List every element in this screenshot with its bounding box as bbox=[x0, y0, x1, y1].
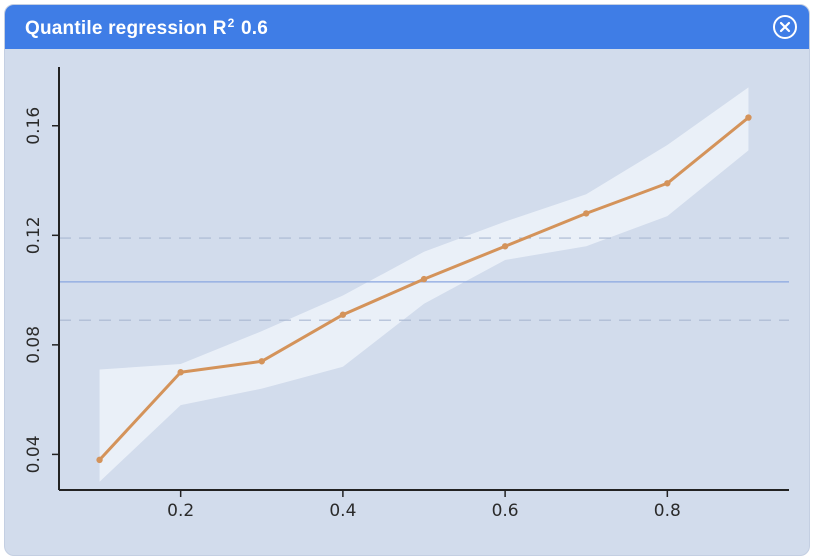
confidence-band bbox=[99, 87, 749, 482]
quantile-regression-dialog: Quantile regression R2 0.6 0.2 0.4 0.6 0.8 0… bbox=[4, 4, 810, 556]
data-point-6 bbox=[583, 210, 590, 217]
close-circle-icon bbox=[779, 21, 791, 33]
data-point-0 bbox=[96, 456, 103, 464]
data-point-1 bbox=[177, 369, 184, 376]
y-tick-label-0: 0.04 bbox=[24, 435, 44, 473]
y-tick-label-1: 0.08 bbox=[24, 326, 44, 364]
quantile-regression-chart: 0.2 0.4 0.6 0.8 0.04 0.08 0.12 0.16 bbox=[24, 67, 789, 521]
y-tick-label-3: 0.16 bbox=[24, 107, 44, 145]
dialog-title: Quantile regression R2 0.6 bbox=[25, 16, 268, 40]
title-suffix: 0.6 bbox=[235, 18, 269, 39]
data-point-8 bbox=[745, 114, 752, 121]
title-superscript: 2 bbox=[227, 16, 235, 30]
close-button[interactable] bbox=[773, 15, 797, 39]
data-point-7 bbox=[664, 180, 671, 187]
dialog-titlebar: Quantile regression R2 0.6 bbox=[5, 5, 809, 49]
data-point-4 bbox=[420, 275, 428, 283]
x-tick-label-2: 0.6 bbox=[492, 501, 519, 521]
y-tick-label-2: 0.12 bbox=[24, 216, 44, 254]
x-tick-label-1: 0.4 bbox=[329, 501, 356, 521]
title-prefix: Quantile regression R bbox=[25, 18, 227, 39]
data-point-5 bbox=[501, 243, 509, 250]
data-point-3 bbox=[339, 311, 347, 318]
x-tick-label-3: 0.8 bbox=[654, 501, 681, 521]
x-tick-label-0: 0.2 bbox=[167, 501, 194, 521]
data-point-2 bbox=[258, 358, 265, 365]
